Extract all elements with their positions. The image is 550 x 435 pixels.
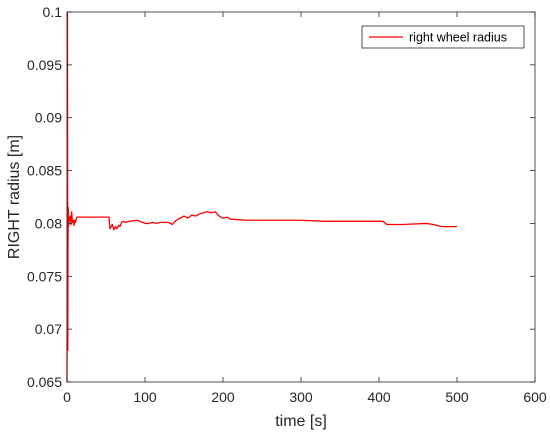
y-axis-label: RIGHT radius [m]: [6, 135, 23, 259]
y-tick-label: 0.085: [27, 163, 62, 179]
legend-label: right wheel radius: [409, 31, 507, 45]
x-axis-label: time [s]: [275, 413, 327, 430]
series-line-0: [66, 11, 457, 383]
y-tick-label: 0.1: [43, 4, 63, 20]
x-tick-label: 100: [133, 389, 157, 405]
x-tick-label: 300: [289, 389, 313, 405]
x-tick-label: 400: [367, 389, 391, 405]
y-tick-label: 0.08: [35, 215, 62, 231]
legend-box: [361, 25, 525, 49]
x-tick-label: 500: [445, 389, 469, 405]
y-tick-label: 0.07: [35, 321, 62, 337]
y-tick-label: 0.075: [27, 268, 62, 284]
plot-area: [67, 12, 535, 382]
legend: right wheel radius: [361, 25, 525, 49]
y-tick-label: 0.09: [35, 110, 62, 126]
plot-frame: [66, 11, 536, 383]
y-tick-label: 0.065: [27, 374, 62, 390]
x-tick-label: 200: [211, 389, 235, 405]
y-tick-label: 0.095: [27, 57, 62, 73]
x-tick-label: 600: [523, 389, 547, 405]
x-tick-label: 0: [63, 389, 71, 405]
